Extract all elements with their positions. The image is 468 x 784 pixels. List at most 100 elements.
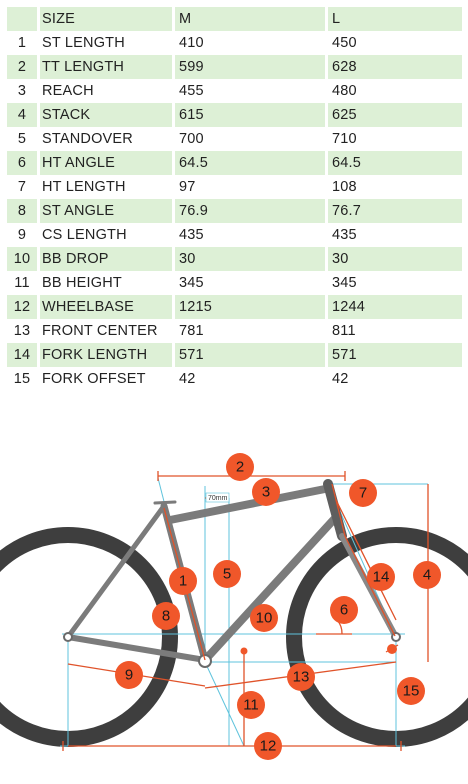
header-index [7, 7, 39, 31]
row-name: STACK [37, 103, 174, 127]
badge-12: 12 [254, 732, 282, 760]
svg-text:8: 8 [162, 608, 170, 625]
fork-offset-marker [387, 644, 397, 654]
row-index: 12 [7, 295, 39, 319]
badge-9: 9 [115, 661, 143, 689]
front-axle [391, 632, 401, 642]
table-row: 8 ST ANGLE 76.9 76.7 [7, 199, 462, 223]
svg-text:1: 1 [179, 573, 187, 590]
svg-text:2: 2 [236, 459, 244, 476]
row-value-l: 108 [325, 175, 462, 199]
row-index: 7 [7, 175, 39, 199]
row-name: REACH [37, 79, 174, 103]
row-index: 6 [7, 151, 39, 175]
table-row: 1 ST LENGTH 410 450 [7, 31, 462, 55]
svg-text:9: 9 [125, 667, 133, 684]
svg-text:11: 11 [243, 697, 259, 714]
badge-6: 6 [330, 596, 358, 624]
table-row: 10 BB DROP 30 30 [7, 247, 462, 271]
svg-text:12: 12 [260, 738, 277, 755]
row-value-l: 435 [325, 223, 462, 247]
row-index: 2 [7, 55, 39, 79]
svg-text:4: 4 [423, 567, 431, 584]
table-row: 3 REACH 455 480 [7, 79, 462, 103]
table-row: 5 STANDOVER 700 710 [7, 127, 462, 151]
row-value-l: 710 [325, 127, 462, 151]
badge-8: 8 [152, 602, 180, 630]
row-name: BB HEIGHT [37, 271, 174, 295]
row-index: 11 [7, 271, 39, 295]
row-value-l: 345 [325, 271, 462, 295]
svg-text:13: 13 [293, 669, 310, 686]
svg-text:5: 5 [223, 566, 231, 583]
badge-15: 15 [397, 677, 425, 705]
row-value-l: 625 [325, 103, 462, 127]
row-name: FORK LENGTH [37, 343, 174, 367]
row-index: 13 [7, 319, 39, 343]
table-row: 14 FORK LENGTH 571 571 [7, 343, 462, 367]
row-value-m: 700 [172, 127, 327, 151]
badge-1: 1 [169, 567, 197, 595]
row-index: 15 [7, 367, 39, 391]
row-value-l: 76.7 [325, 199, 462, 223]
row-name: WHEELBASE [37, 295, 174, 319]
svg-text:15: 15 [403, 683, 420, 700]
row-value-l: 811 [325, 319, 462, 343]
table-row: 7 HT LENGTH 97 108 [7, 175, 462, 199]
row-value-m: 410 [172, 31, 327, 55]
row-name: BB DROP [37, 247, 174, 271]
geometry-table: SIZE M L 1 ST LENGTH 410 450 2 TT LENGTH 599 62… [7, 7, 462, 391]
svg-text:6: 6 [340, 602, 348, 619]
row-value-l: 42 [325, 367, 462, 391]
row-name: HT ANGLE [37, 151, 174, 175]
row-name: ST ANGLE [37, 199, 174, 223]
header-size: SIZE [37, 7, 174, 31]
header-l: L [325, 7, 462, 31]
row-value-m: 76.9 [172, 199, 327, 223]
badge-2: 2 [226, 453, 254, 481]
table-row: 9 CS LENGTH 435 435 [7, 223, 462, 247]
bike-geometry-diagram: 70mm 1 2 3 4 5 6 7 8 9 10 11 12 13 14 15 [0, 453, 468, 760]
table-body: 1 ST LENGTH 410 450 2 TT LENGTH 599 628 3 REACH 45… [7, 31, 462, 391]
svg-text:3: 3 [262, 484, 270, 501]
badge-5: 5 [213, 560, 241, 588]
row-index: 9 [7, 223, 39, 247]
svg-text:7: 7 [359, 485, 367, 502]
row-value-l: 480 [325, 79, 462, 103]
row-value-m: 42 [172, 367, 327, 391]
row-value-m: 781 [172, 319, 327, 343]
row-name: FORK OFFSET [37, 367, 174, 391]
row-value-m: 1215 [172, 295, 327, 319]
row-value-m: 30 [172, 247, 327, 271]
offset-note-box [205, 492, 230, 503]
table-row: 4 STACK 615 625 [7, 103, 462, 127]
row-index: 3 [7, 79, 39, 103]
row-value-m: 64.5 [172, 151, 327, 175]
svg-text:10: 10 [256, 610, 273, 627]
row-name: CS LENGTH [37, 223, 174, 247]
bottom-bracket [198, 654, 212, 668]
row-value-l: 1244 [325, 295, 462, 319]
row-value-l: 628 [325, 55, 462, 79]
badge-3: 3 [252, 478, 280, 506]
badge-7: 7 [349, 479, 377, 507]
table-row: 11 BB HEIGHT 345 345 [7, 271, 462, 295]
svg-text:14: 14 [373, 569, 390, 586]
row-value-m: 599 [172, 55, 327, 79]
row-index: 4 [7, 103, 39, 127]
table-row: 6 HT ANGLE 64.5 64.5 [7, 151, 462, 175]
table-row: 13 FRONT CENTER 781 811 [7, 319, 462, 343]
row-value-l: 450 [325, 31, 462, 55]
row-name: FRONT CENTER [37, 319, 174, 343]
table-row: 2 TT LENGTH 599 628 [7, 55, 462, 79]
badge-14: 14 [367, 563, 395, 591]
row-name: HT LENGTH [37, 175, 174, 199]
row-value-m: 455 [172, 79, 327, 103]
row-name: ST LENGTH [37, 31, 174, 55]
badge-11: 11 [237, 691, 265, 719]
table-row: 12 WHEELBASE 1215 1244 [7, 295, 462, 319]
row-index: 1 [7, 31, 39, 55]
row-index: 8 [7, 199, 39, 223]
rear-axle [63, 632, 73, 642]
badge-4: 4 [413, 561, 441, 589]
